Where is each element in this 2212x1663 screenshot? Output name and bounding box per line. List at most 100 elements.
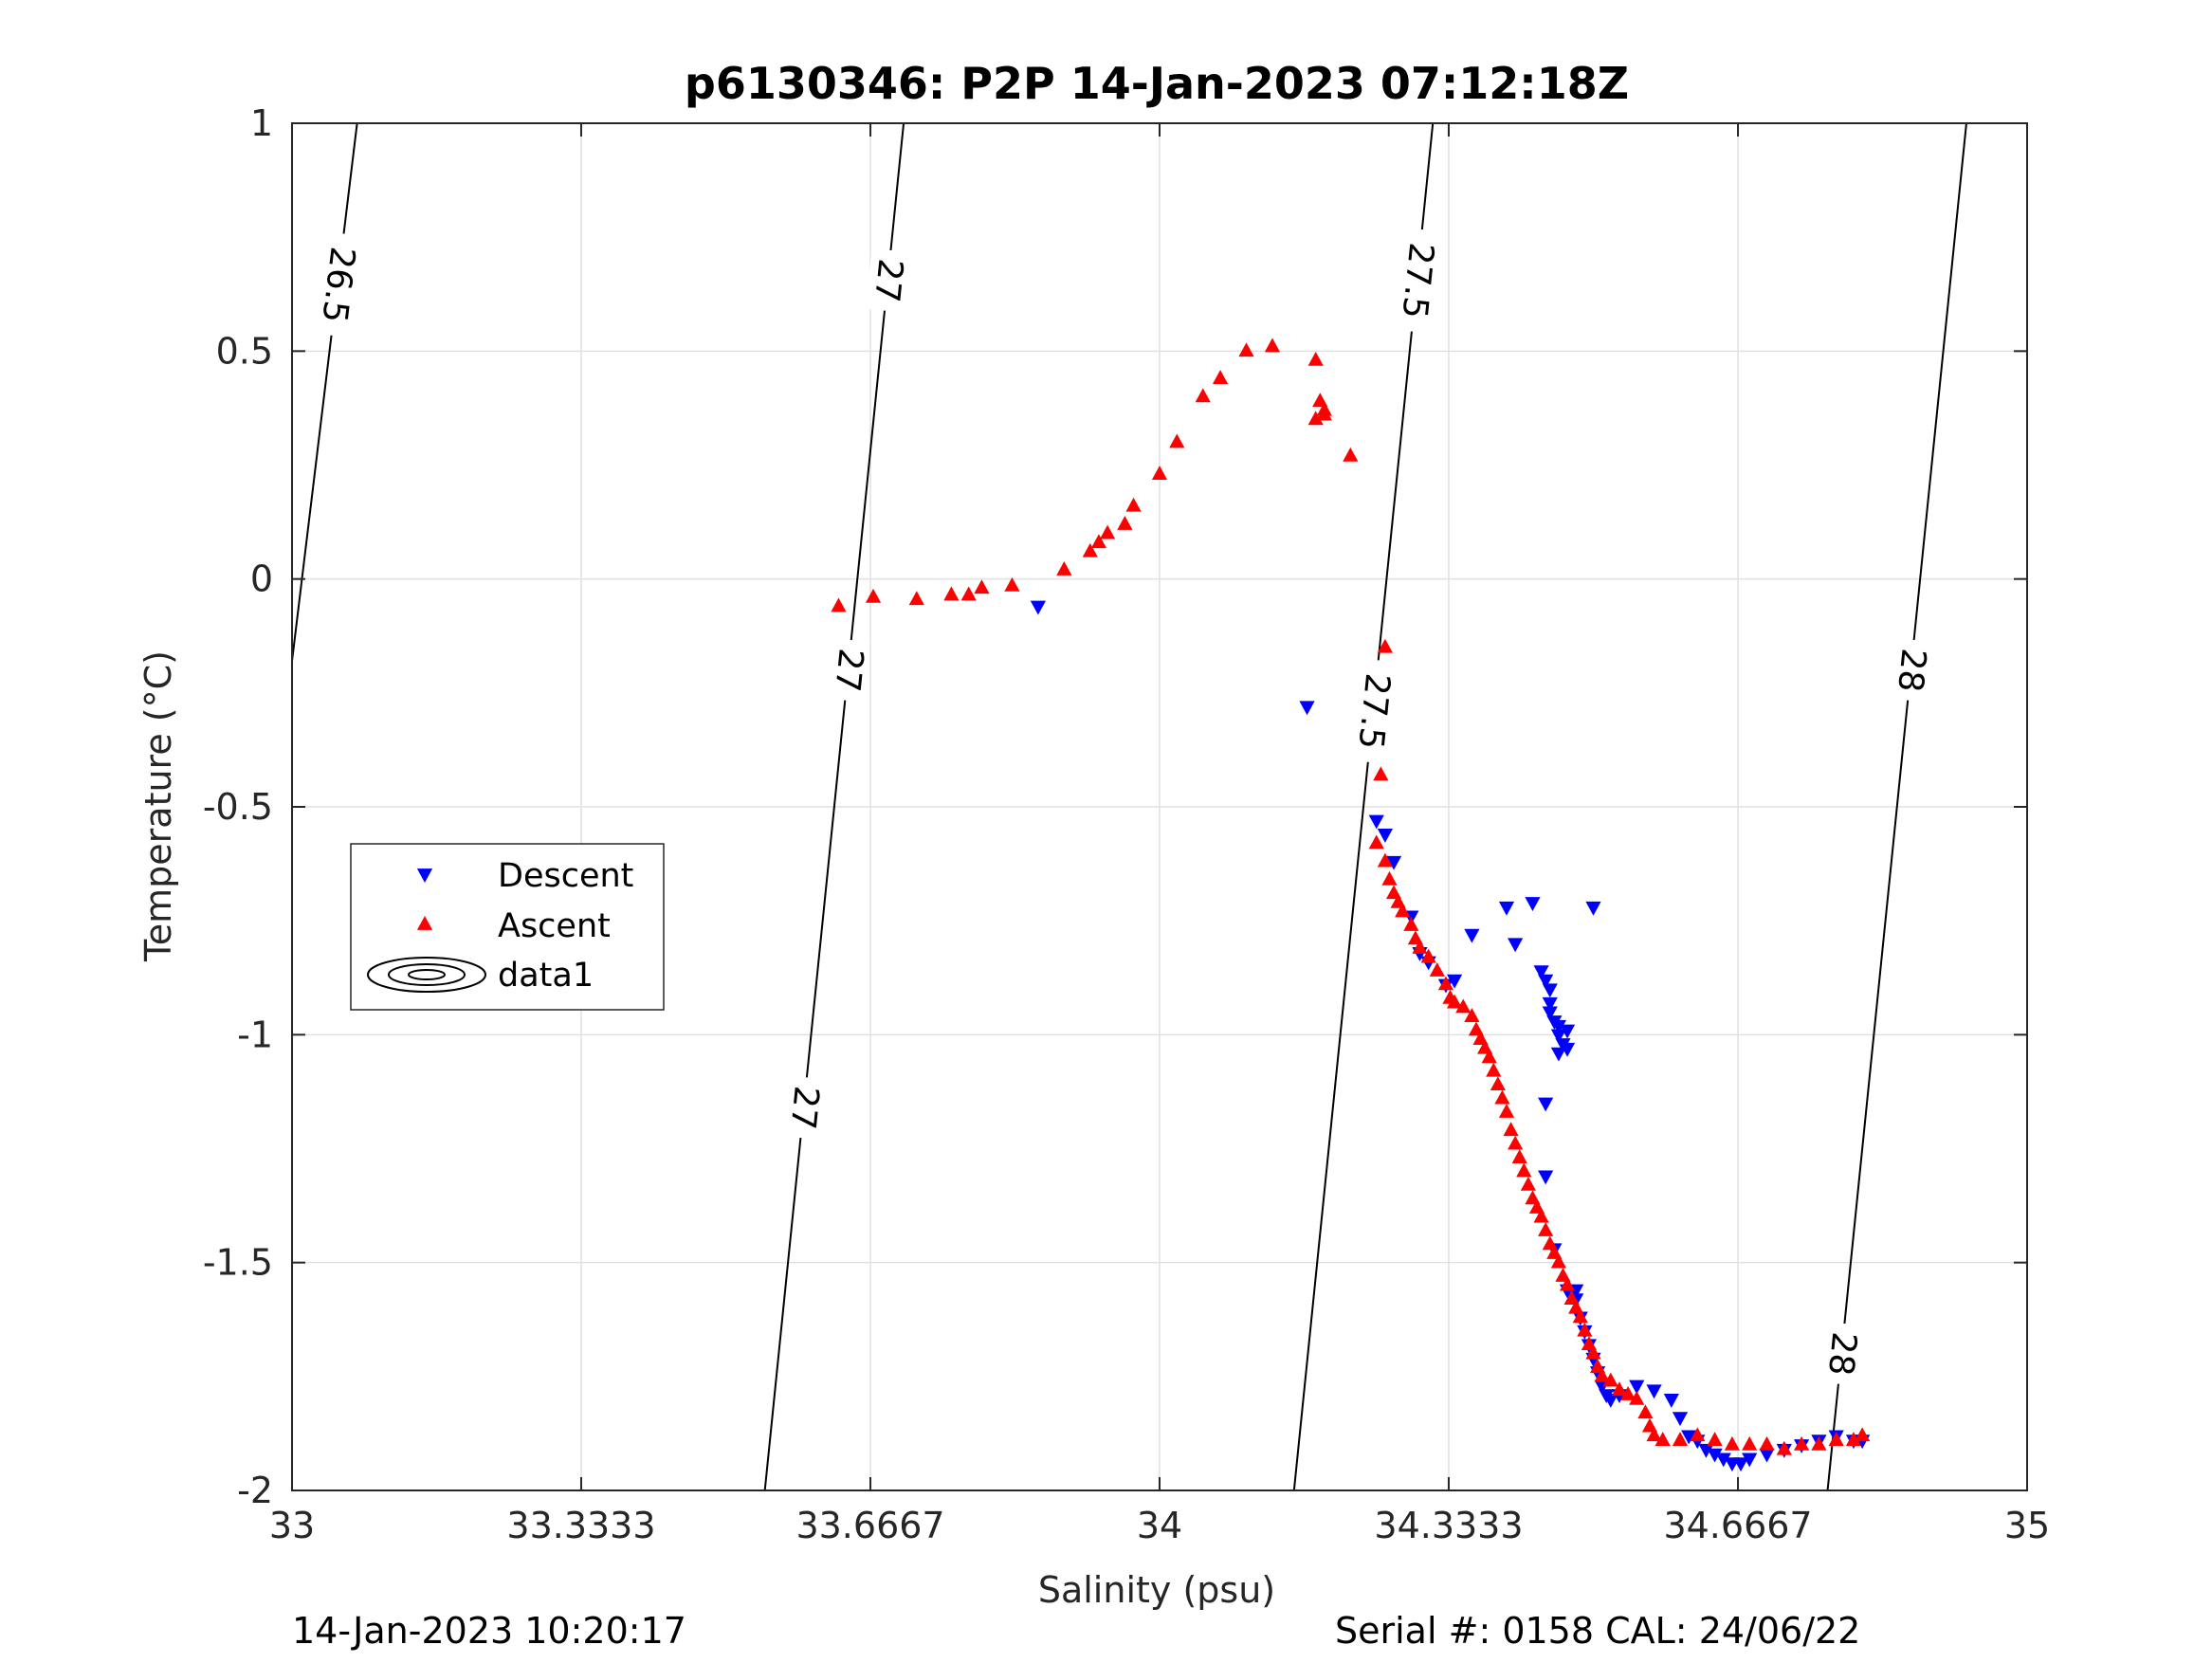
ascent-point (1100, 524, 1116, 539)
ascent-point (1611, 1381, 1628, 1397)
ascent-point (1373, 766, 1389, 781)
isopycnal-label-text: 26.5 (314, 245, 361, 325)
isopycnal-label: 27.5 (1393, 228, 1441, 334)
y-tick-label: 0 (250, 558, 273, 600)
ascent-point (1464, 1008, 1480, 1022)
ascent-point (1776, 1440, 1792, 1455)
y-tick-label: 0.5 (216, 330, 273, 372)
descent-point (1542, 983, 1558, 998)
ascent-point (865, 588, 882, 603)
y-tick-label: -1.5 (203, 1242, 273, 1284)
isopycnal-label: 26.5 (312, 231, 363, 338)
y-tick-label: -0.5 (203, 786, 273, 828)
ascent-point (1629, 1390, 1645, 1405)
legend-ascent-glyph (416, 916, 433, 930)
legend-label-descent: Descent (498, 857, 633, 895)
ascent-point (1082, 542, 1098, 557)
isopycnal-label: 27 (826, 637, 870, 703)
grid (291, 122, 2028, 1491)
ascent-point (1056, 561, 1072, 576)
isopycnal-label: 28 (1819, 1321, 1863, 1386)
descent-point (1559, 1042, 1576, 1057)
descent-point (1759, 1448, 1775, 1463)
descent-point (1550, 1047, 1566, 1062)
ascent-point (1828, 1432, 1844, 1446)
descent-point (1447, 974, 1463, 989)
ascent-point (1447, 994, 1463, 1009)
ascent-point (1343, 447, 1359, 462)
ascent-point (960, 586, 977, 601)
x-tick-label: 33.6667 (795, 1505, 944, 1546)
ascent-point (1151, 466, 1168, 480)
descent-point (1464, 928, 1480, 943)
chart-title: p6130346: P2P 14-Jan-2023 07:12:18Z (685, 58, 1629, 109)
ascent-point (831, 597, 847, 612)
x-tick-label: 34 (1137, 1505, 1182, 1546)
footer-timestamp: 14-Jan-2023 10:20:17 (292, 1610, 686, 1652)
data-points (831, 338, 1871, 1472)
descent-point (1538, 974, 1554, 989)
ascent-point (1620, 1386, 1636, 1400)
x-tick-label: 34.6667 (1663, 1505, 1812, 1546)
isopycnal-label-text: 28 (1820, 1330, 1863, 1378)
ascent-point (1307, 411, 1324, 426)
isopycnal-label: 27.5 (1348, 658, 1398, 764)
x-tick-label: 33 (269, 1505, 315, 1546)
legend-label-ascent: Ascent (498, 907, 611, 945)
ascent-point (1377, 638, 1393, 653)
ascent-point (1195, 388, 1211, 403)
tick-labels: 33 33.3333 33.6667 34 34.3333 34.6667 35 -2 -1.5… (203, 102, 2050, 1546)
ascent-point (1503, 1122, 1519, 1137)
descent-point (1715, 1453, 1731, 1468)
y-tick-label: 1 (250, 102, 273, 144)
descent-point (1377, 828, 1393, 843)
ascent-point (1403, 916, 1419, 931)
ascent-point (1594, 1367, 1610, 1382)
isopycnal-label: 27 (781, 1075, 826, 1141)
ascent-point (1494, 1089, 1510, 1105)
descent-point (1707, 1448, 1723, 1463)
descent-point (1385, 855, 1402, 870)
x-tick-label: 35 (2004, 1505, 2050, 1546)
isopycnal-label-text: 28 (1890, 647, 1932, 694)
ascent-point (1498, 1104, 1515, 1118)
isopycnal-line (1292, 122, 1435, 1491)
ascent-point (1264, 338, 1281, 353)
ascent-point (1724, 1435, 1740, 1451)
ascent-point (974, 579, 990, 594)
descent-point (1368, 814, 1384, 830)
descent-point (1646, 1384, 1662, 1399)
y-axis-label: Temperature (°C) (137, 650, 179, 962)
ascent-point (1550, 1253, 1566, 1269)
ascent-point (1602, 1372, 1618, 1387)
legend-contour-icon (367, 957, 486, 993)
legend-descent-marker (416, 868, 433, 883)
descent-point (1498, 901, 1515, 916)
ascent-point (1855, 1427, 1871, 1442)
isopycnal-line (763, 122, 905, 1491)
isopycnal-label-text: 27.5 (1350, 671, 1397, 751)
ascent-point (1490, 1076, 1506, 1091)
descent-point (1533, 965, 1549, 980)
legend: Descent Ascent data1 (350, 843, 665, 1011)
ascent-point (1654, 1432, 1671, 1446)
ascent-point (1672, 1432, 1689, 1446)
descent-point (1663, 1394, 1679, 1408)
ascent-point (1368, 834, 1384, 850)
descent-point (1525, 897, 1541, 911)
ascent-point (908, 591, 924, 606)
descent-point (1542, 996, 1558, 1012)
ascent-point (1004, 576, 1020, 592)
ascent-point (1395, 903, 1411, 918)
isopycnal-label: 27 (866, 247, 909, 313)
descent-point (1538, 1170, 1554, 1185)
isopycnal-label: 28 (1889, 637, 1933, 703)
isopycnal-label-text: 27.5 (1394, 241, 1440, 320)
descent-point (1299, 701, 1315, 716)
isopycnal-label-text: 27 (867, 257, 909, 304)
ascent-point (943, 586, 960, 601)
ascent-point (1381, 870, 1398, 886)
isopycnal-label-text: 27 (782, 1084, 825, 1131)
descent-point (1698, 1443, 1714, 1458)
descent-point (1742, 1453, 1758, 1468)
